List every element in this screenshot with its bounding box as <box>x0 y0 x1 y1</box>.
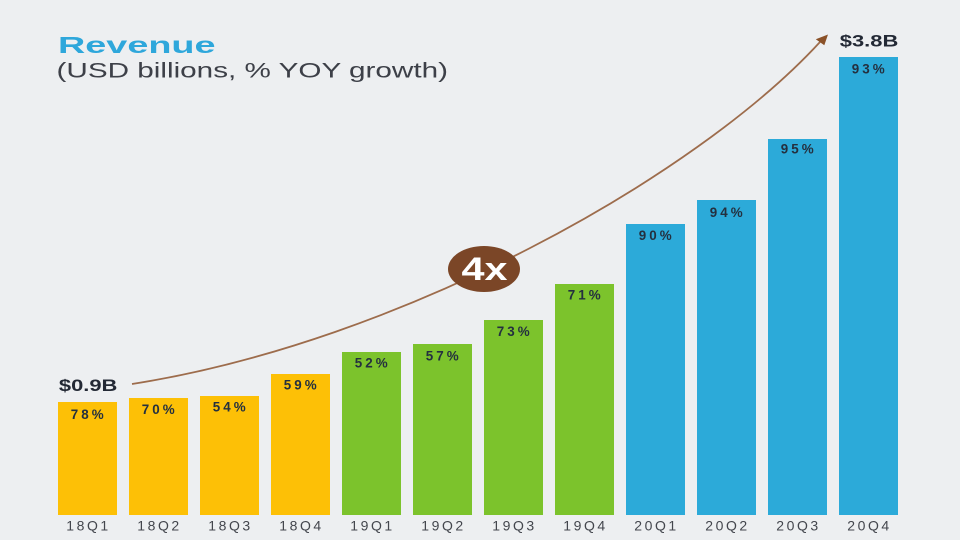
svg-text:71%: 71% <box>568 287 601 302</box>
svg-text:90%: 90% <box>639 228 672 243</box>
svg-text:73%: 73% <box>497 324 530 339</box>
svg-text:19Q4: 19Q4 <box>563 517 605 533</box>
svg-text:18Q2: 18Q2 <box>137 517 179 533</box>
svg-text:20Q3: 20Q3 <box>776 517 818 533</box>
svg-text:20Q1: 20Q1 <box>634 517 676 533</box>
svg-text:19Q1: 19Q1 <box>350 517 392 533</box>
svg-text:18Q4: 18Q4 <box>279 517 321 533</box>
svg-text:70%: 70% <box>142 402 175 417</box>
svg-text:93%: 93% <box>852 62 885 77</box>
svg-text:$3.8B: $3.8B <box>840 31 899 50</box>
svg-text:19Q2: 19Q2 <box>421 517 463 533</box>
svg-text:20Q4: 20Q4 <box>847 517 889 533</box>
svg-text:20Q2: 20Q2 <box>705 517 747 533</box>
svg-text:78%: 78% <box>71 407 104 422</box>
svg-text:Revenue: Revenue <box>58 32 216 58</box>
svg-text:19Q3: 19Q3 <box>492 517 534 533</box>
svg-text:52%: 52% <box>355 356 388 371</box>
svg-text:$0.9B: $0.9B <box>59 376 118 395</box>
svg-text:95%: 95% <box>781 141 814 156</box>
svg-text:18Q1: 18Q1 <box>66 517 108 533</box>
svg-text:54%: 54% <box>213 400 246 415</box>
svg-text:4x: 4x <box>462 251 508 287</box>
svg-text:59%: 59% <box>284 378 317 393</box>
svg-text:(USD billions, % YOY growth): (USD billions, % YOY growth) <box>57 59 449 82</box>
svg-text:94%: 94% <box>710 205 743 220</box>
svg-text:18Q3: 18Q3 <box>208 517 250 533</box>
svg-text:57%: 57% <box>426 349 459 364</box>
